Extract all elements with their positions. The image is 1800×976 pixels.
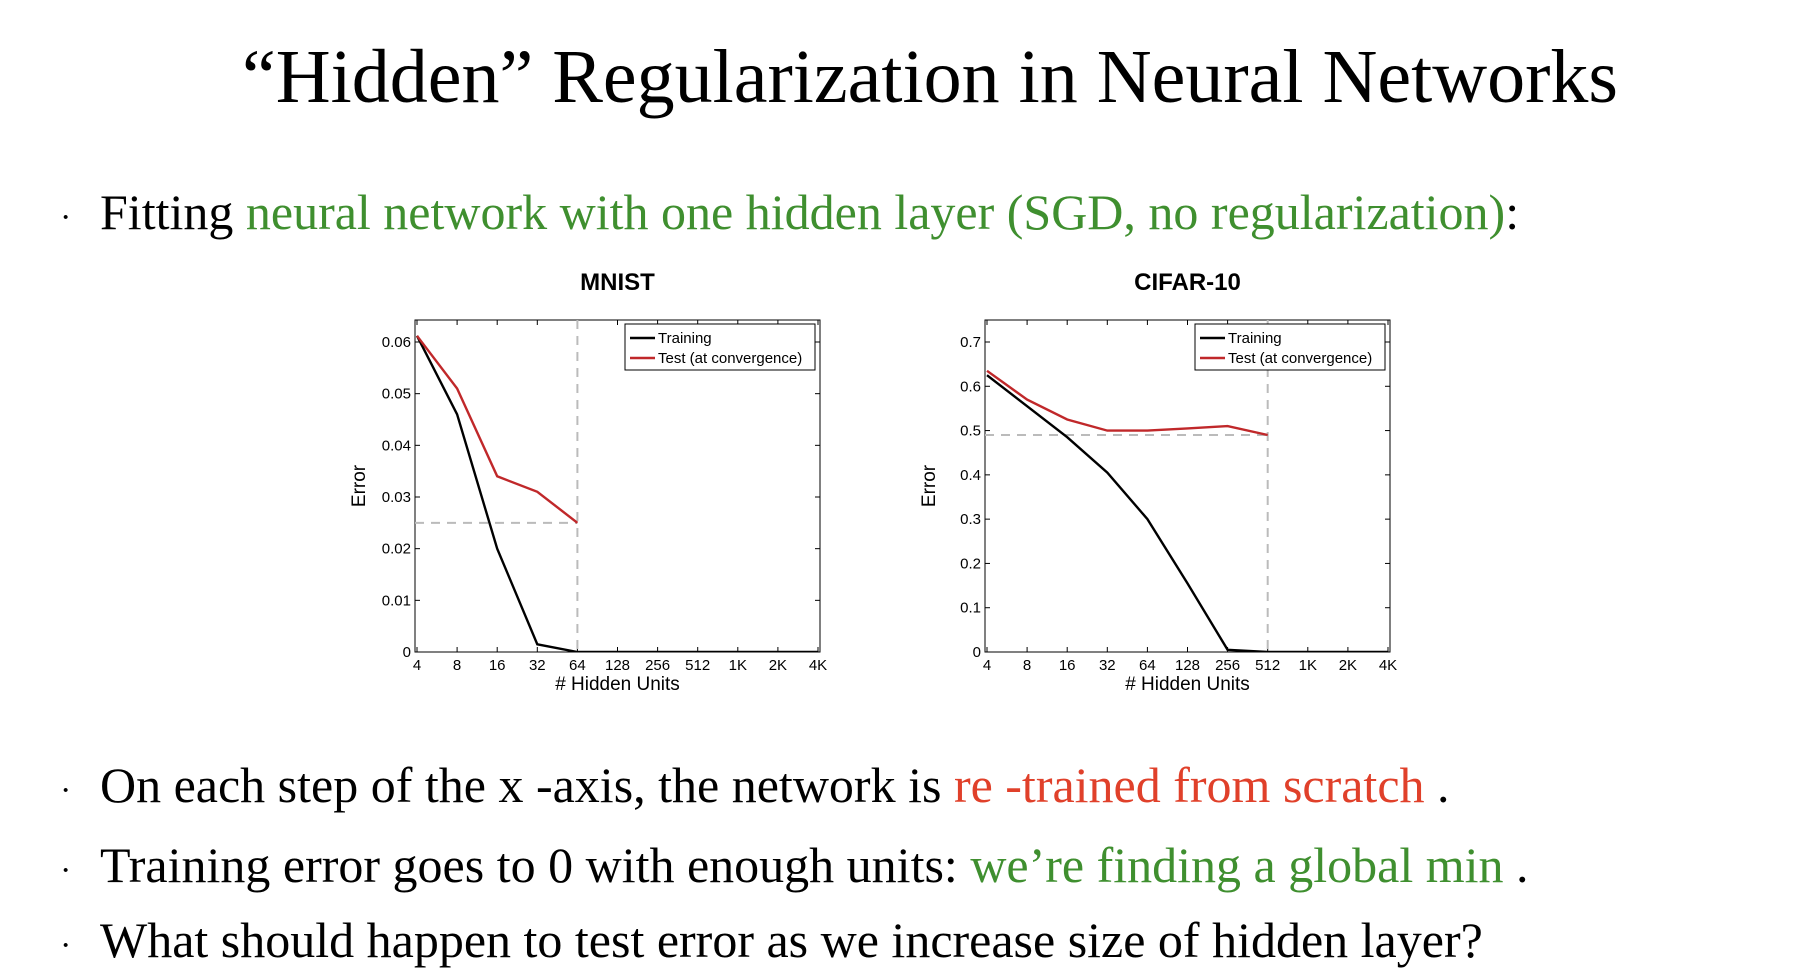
intro-bullet: · Fitting neural network with one hidden …: [60, 182, 1519, 248]
series-line-test-at-convergence: [986, 369, 1268, 437]
y-axis-label: Error: [349, 464, 370, 507]
y-tick-label: 0.1: [960, 600, 981, 617]
y-tick-label: 0.03: [382, 489, 411, 506]
x-tick-label: 4: [983, 657, 991, 674]
x-axis-label: # Hidden Units: [555, 674, 680, 695]
bullet-retrained: · On each step of the x -axis, the networ…: [60, 755, 1450, 821]
x-tick-label: 4K: [809, 657, 827, 674]
bullet-marker: ·: [60, 926, 72, 964]
x-tick-label: 128: [605, 657, 630, 674]
bullet-marker: ·: [60, 198, 72, 236]
bullet-text: Training error goes to 0 with enough uni…: [100, 837, 971, 893]
y-tick-label: 0.06: [382, 334, 411, 351]
y-tick-label: 0.04: [382, 437, 411, 454]
x-tick-label: 8: [1023, 657, 1031, 674]
x-tick-label: 32: [529, 657, 546, 674]
bullet-text: What should happen to test error as we i…: [100, 912, 1483, 968]
bullet-text: On each step of the x -axis, the network…: [100, 757, 954, 813]
x-tick-label: 2K: [1339, 657, 1357, 674]
chart-title: CIFAR-10: [1134, 269, 1241, 296]
x-tick-label: 64: [569, 657, 586, 674]
cifar10-chart: CIFAR-10 0 0.1 0.2 0.3 0.4 0.5 0.6 0.7 4 8 16 32 64 12…: [919, 269, 1397, 695]
series-line-test-at-convergence: [416, 335, 579, 524]
legend-label: Training: [658, 330, 712, 347]
y-tick-label: 0.5: [960, 423, 981, 440]
y-tick-label: 0: [973, 644, 981, 661]
series-line-training: [986, 374, 1388, 652]
x-tick-label: 16: [1059, 657, 1076, 674]
x-tick-label: 512: [1255, 657, 1280, 674]
mnist-chart: MNIST 0 0.01 0.02 0.03 0.04 0.05 0.06 4 8 16 32 64 12…: [349, 269, 827, 695]
bullet-marker: ·: [60, 851, 72, 889]
x-tick-label: 16: [489, 657, 506, 674]
legend-box: [1194, 323, 1386, 371]
x-axis-label: # Hidden Units: [1125, 674, 1250, 695]
y-tick-label: 0.6: [960, 378, 981, 395]
x-tick-label: 4K: [1379, 657, 1397, 674]
x-tick-label: 1K: [1299, 657, 1317, 674]
x-tick-label: 2K: [769, 657, 787, 674]
legend-label: Training: [1228, 330, 1282, 347]
chart-title: MNIST: [580, 269, 655, 296]
x-tick-label: 1K: [729, 657, 747, 674]
x-tick-label: 256: [1215, 657, 1240, 674]
bullet-marker: ·: [60, 771, 72, 809]
x-tick-label: 8: [453, 657, 461, 674]
bullet-suffix: .: [1503, 837, 1529, 893]
x-tick-label: 256: [645, 657, 670, 674]
x-tick-label: 32: [1099, 657, 1116, 674]
bullet-suffix: .: [1424, 757, 1450, 813]
y-tick-label: 0.3: [960, 511, 981, 528]
intro-highlight: neural network with one hidden layer (SG…: [245, 184, 1506, 240]
bullet-global-min: · Training error goes to 0 with enough un…: [60, 835, 1529, 901]
y-tick-label: 0.02: [382, 541, 411, 558]
slide-title: “Hidden” Regularization in Neural Networ…: [242, 35, 1618, 119]
legend-box: [624, 323, 816, 371]
bullet-question: · What should happen to test error as we …: [60, 910, 1483, 976]
y-tick-label: 0.05: [382, 386, 411, 403]
bullet-highlight: we’re finding a global min: [970, 837, 1504, 893]
x-tick-label: 4: [413, 657, 421, 674]
y-axis-label: Error: [919, 464, 940, 507]
y-tick-label: 0.2: [960, 555, 981, 572]
intro-suffix: :: [1505, 184, 1520, 240]
y-tick-label: 0.7: [960, 334, 981, 351]
y-tick-label: 0.01: [382, 592, 411, 609]
y-tick-label: 0: [403, 644, 411, 661]
x-tick-label: 128: [1175, 657, 1200, 674]
y-tick-label: 0.4: [960, 467, 981, 484]
legend-label: Test (at convergence): [1228, 350, 1372, 367]
series-line-training: [415, 335, 818, 652]
x-tick-label: 512: [685, 657, 710, 674]
legend-label: Test (at convergence): [658, 350, 802, 367]
intro-text: Fitting: [100, 184, 246, 240]
bullet-highlight: re -trained from scratch: [953, 757, 1425, 813]
x-tick-label: 64: [1139, 657, 1156, 674]
